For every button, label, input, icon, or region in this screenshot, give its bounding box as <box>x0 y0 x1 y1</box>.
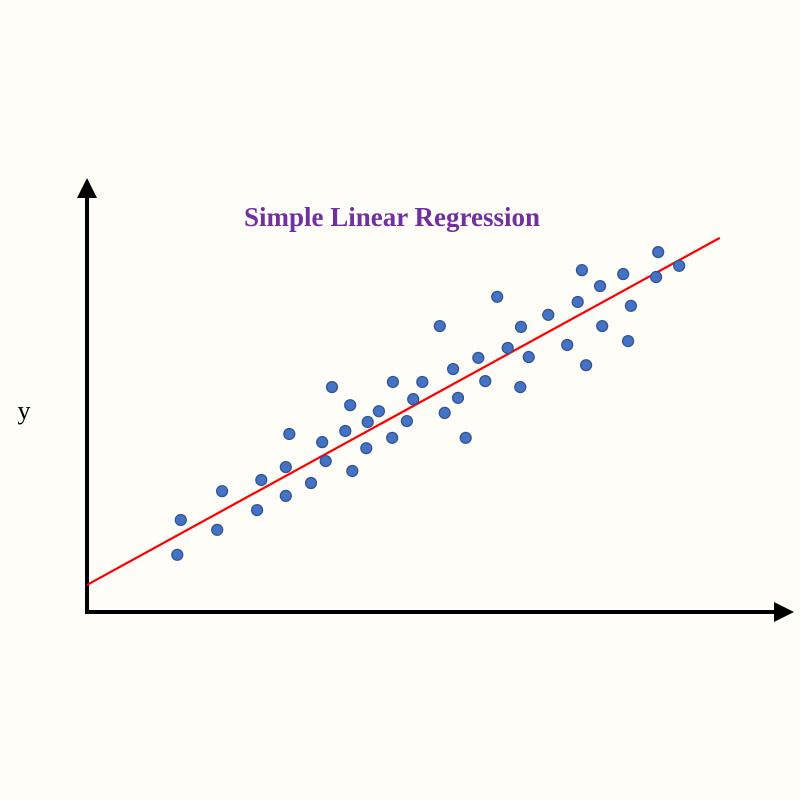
data-point <box>596 319 609 333</box>
data-point <box>316 436 329 449</box>
data-point <box>438 406 451 420</box>
data-point <box>174 513 187 527</box>
data-point <box>542 308 555 321</box>
data-point <box>400 414 413 428</box>
data-point <box>571 295 584 309</box>
data-point <box>621 335 635 348</box>
data-point <box>579 359 593 372</box>
data-point <box>617 267 630 281</box>
data-point <box>255 473 268 487</box>
data-point <box>472 351 485 364</box>
data-point <box>216 485 229 498</box>
data-point <box>344 399 357 412</box>
data-point <box>416 375 429 389</box>
data-point <box>304 476 318 490</box>
data-point <box>673 259 686 272</box>
data-point <box>501 341 514 355</box>
data-point <box>339 424 352 438</box>
data-point <box>283 427 296 441</box>
data-point <box>459 431 472 444</box>
data-point <box>360 442 373 455</box>
data-point <box>514 320 528 334</box>
data-point <box>407 393 420 406</box>
data-point <box>171 548 184 561</box>
data-point <box>346 464 359 478</box>
data-point <box>325 381 339 394</box>
data-point <box>575 264 589 277</box>
data-point <box>279 460 292 474</box>
data-point <box>561 338 574 352</box>
regression-line <box>86 236 721 586</box>
data-point <box>652 245 665 259</box>
data-point <box>211 523 224 536</box>
data-point <box>479 374 492 388</box>
data-point <box>386 375 399 389</box>
data-point <box>624 299 638 312</box>
data-point <box>514 381 527 394</box>
data-point <box>593 279 607 293</box>
data-point <box>433 319 446 333</box>
data-point <box>386 431 399 444</box>
data-point <box>319 454 332 468</box>
data-point <box>491 290 504 303</box>
y-axis-label: y <box>18 396 31 425</box>
data-point <box>361 415 374 429</box>
data-point <box>522 350 535 364</box>
data-point <box>279 489 292 502</box>
data-point <box>451 391 465 404</box>
data-point <box>447 362 460 376</box>
data-point <box>649 270 663 284</box>
data-point <box>372 405 385 418</box>
chart-title: Simple Linear Regression <box>244 202 540 232</box>
data-point <box>251 503 264 517</box>
